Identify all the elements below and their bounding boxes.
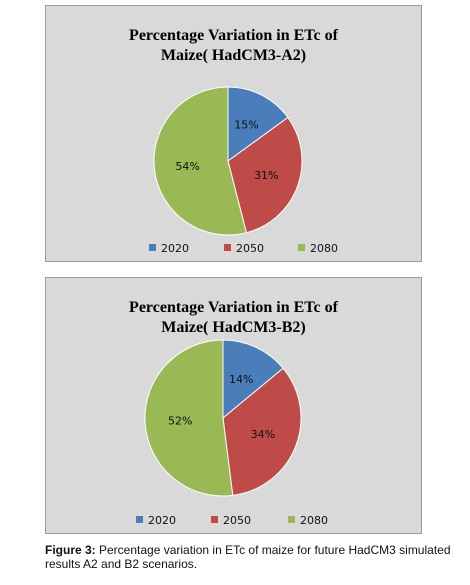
pie-label-a2-2020: 15% — [234, 119, 258, 132]
legend-b2: 2020 2050 2080 — [46, 514, 421, 528]
chart-title-b2-line2: Maize( HadCM3-B2) — [161, 319, 306, 336]
pie-slice-a2-2020 — [227, 86, 289, 162]
pie-chart-a2: 15% 31% 54% — [153, 86, 303, 236]
legend-label-b2-2080: 2080 — [300, 514, 328, 527]
chart-title-a2-line2: Maize( HadCM3-A2) — [160, 47, 307, 64]
legend-label-b2-2020: 2020 — [148, 514, 176, 527]
legend-item-b2-2020: 2020 — [136, 514, 176, 528]
legend-a2: 2020 2050 2080 — [46, 242, 421, 256]
chart-title-a2-line1: Percentage Variation in ETc of — [129, 27, 338, 44]
legend-swatch-a2-2050 — [224, 244, 231, 251]
caption-text: Percentage variation in ETc of maize for… — [45, 543, 451, 571]
pie-label-b2-2020: 14% — [229, 373, 253, 386]
legend-item-a2-2080: 2080 — [298, 242, 338, 256]
chart-title-b2-line1: Percentage Variation in ETc of — [129, 299, 338, 316]
figure-caption: Figure 3: Percentage variation in ETc of… — [45, 543, 465, 571]
pie-label-a2-2080: 54% — [175, 160, 199, 173]
chart-panel-a2: Percentage Variation in ETc of Maize( Ha… — [45, 5, 422, 262]
pie-slice-b2-2050 — [222, 367, 302, 496]
pie-label-b2-2050: 34% — [251, 428, 275, 441]
pie-slice-b2-2020 — [222, 339, 284, 420]
chart-panel-b2: Percentage Variation in ETc of Maize( Ha… — [45, 277, 422, 534]
caption-prefix: Figure 3: — [45, 543, 96, 557]
legend-label-b2-2050: 2050 — [223, 514, 251, 527]
pie-slice-a2-2080 — [153, 86, 248, 236]
chart-title-a2: Percentage Variation in ETc of Maize( Ha… — [46, 26, 421, 66]
legend-label-a2-2050: 2050 — [236, 242, 264, 255]
legend-swatch-a2-2020 — [149, 244, 156, 251]
pie-chart-b2: 14% 34% 52% — [144, 339, 302, 497]
legend-swatch-b2-2020 — [136, 516, 143, 523]
legend-item-b2-2080: 2080 — [288, 514, 328, 528]
chart-title-b2: Percentage Variation in ETc of Maize( Ha… — [46, 298, 421, 338]
legend-label-a2-2080: 2080 — [310, 242, 338, 255]
pie-slice-b2-2080 — [144, 339, 234, 497]
legend-swatch-b2-2080 — [288, 516, 295, 523]
pie-label-a2-2050: 31% — [254, 169, 278, 182]
legend-item-b2-2050: 2050 — [211, 514, 251, 528]
legend-label-a2-2020: 2020 — [161, 242, 189, 255]
pie-slice-a2-2050 — [227, 116, 303, 234]
legend-item-a2-2050: 2050 — [224, 242, 264, 256]
legend-swatch-a2-2080 — [298, 244, 305, 251]
legend-swatch-b2-2050 — [211, 516, 218, 523]
pie-label-b2-2080: 52% — [168, 415, 192, 428]
legend-item-a2-2020: 2020 — [149, 242, 189, 256]
